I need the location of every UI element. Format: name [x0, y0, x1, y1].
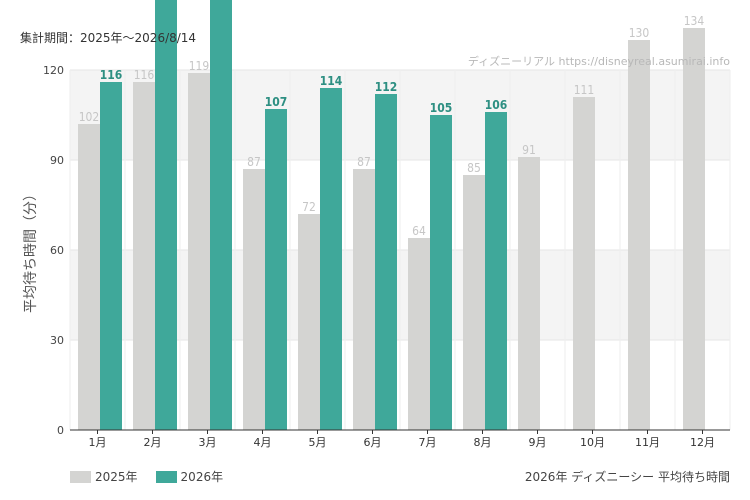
data-label: 85: [467, 161, 481, 175]
bar-2025: [408, 238, 430, 430]
x-tick-label: 4月: [254, 436, 272, 449]
y-tick-label: 30: [50, 334, 64, 347]
bars: [78, 0, 705, 430]
axes: 0 30 60 90 120 1月 2月 3月 4月 5月 6月 7月 8月 9月 10月 11月 12月: [43, 64, 730, 449]
chart-footer-title: 2026年 ディズニーシー 平均待ち時間: [524, 470, 730, 484]
bar-2025: [133, 82, 155, 430]
grid-lines: [69, 69, 731, 430]
y-axis-label: 平均待ち時間（分）: [23, 187, 39, 313]
bar-2026: [375, 94, 397, 430]
legend-swatch-2025: [70, 470, 91, 483]
y-tick-label: 60: [50, 244, 64, 257]
x-tick-label: 8月: [474, 436, 492, 449]
bar-2026: [320, 88, 342, 430]
legend-item-2025[interactable]: 2025年: [70, 468, 138, 485]
data-label: 64: [412, 224, 426, 238]
x-tick-label: 12月: [690, 436, 715, 449]
y-tick-label: 90: [50, 154, 64, 167]
data-label: 119: [189, 59, 210, 73]
x-tick-label: 3月: [199, 436, 217, 449]
data-label: 111: [574, 83, 595, 97]
bar-2026: [155, 0, 177, 430]
data-label: 106: [485, 98, 508, 112]
bar-2026: [210, 0, 232, 430]
data-label: 134: [684, 14, 705, 28]
legend: 2025年 2026年: [70, 468, 241, 485]
bar-2025: [518, 157, 540, 430]
legend-label-2025: 2025年: [95, 470, 138, 484]
legend-item-2026[interactable]: 2026年: [155, 468, 224, 485]
data-label: 87: [247, 155, 261, 169]
data-label: 112: [375, 80, 398, 94]
data-label: 130: [629, 26, 650, 40]
data-label: 116: [100, 68, 123, 82]
x-tick-label: 11月: [635, 436, 660, 449]
x-tick-label: 6月: [364, 436, 382, 449]
x-tick-label: 1月: [89, 436, 107, 449]
bar-2026: [430, 115, 452, 430]
bar-2026: [265, 109, 287, 430]
bar-2025: [573, 97, 595, 430]
data-label: 116: [134, 68, 155, 82]
y-tick-label: 0: [57, 424, 64, 437]
x-tick-label: 7月: [419, 436, 437, 449]
x-tick-label: 2月: [144, 436, 162, 449]
bar-2026: [485, 112, 507, 430]
bar-2025: [683, 28, 705, 430]
data-label: 105: [430, 101, 453, 115]
data-labels: 102 116 116 119 87 107 72 114 87 112 64 105 85 106 91 1…: [79, 14, 705, 238]
data-label: 72: [302, 200, 316, 214]
bar-2025: [243, 169, 265, 430]
x-tick-label: 5月: [309, 436, 327, 449]
watermark-text: ディズニーリアル https://disneyreal.asumirai.inf…: [467, 55, 730, 68]
y-tick-label: 120: [43, 64, 64, 77]
bar-2025: [78, 124, 100, 430]
bar-2025: [298, 214, 320, 430]
bar-2025: [463, 175, 485, 430]
data-label: 114: [320, 74, 343, 88]
bar-2025: [353, 169, 375, 430]
data-label: 102: [79, 110, 100, 124]
legend-swatch-2026: [155, 470, 177, 483]
data-label: 91: [522, 143, 536, 157]
period-label: 集計期間：2025年〜2026/8/14: [20, 31, 197, 45]
bar-2025: [188, 73, 210, 430]
data-label: 87: [357, 155, 371, 169]
x-tick-label: 10月: [580, 436, 605, 449]
data-label: 107: [265, 95, 288, 109]
legend-label-2026: 2026年: [180, 470, 224, 484]
x-tick-label: 9月: [529, 436, 547, 449]
bar-2025: [628, 40, 650, 430]
bar-2026: [100, 82, 122, 430]
